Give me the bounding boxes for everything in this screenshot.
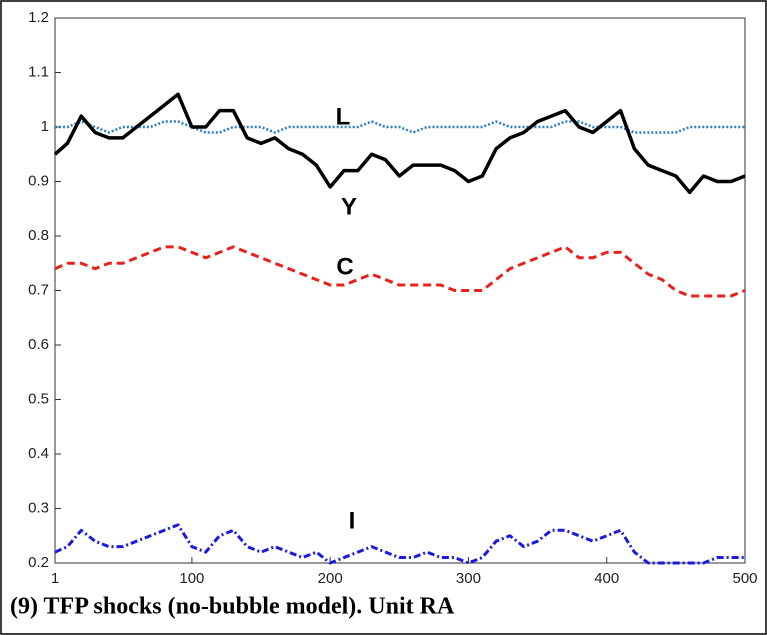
y-tick-label: 0.7 <box>28 281 49 298</box>
x-tick-label: 400 <box>594 570 619 587</box>
y-tick-label: 0.5 <box>28 390 49 407</box>
plot-frame <box>54 17 746 564</box>
series-line <box>54 523 745 565</box>
y-tick-label: 0.4 <box>28 445 49 462</box>
y-tick-label: 0.8 <box>28 227 49 244</box>
x-tick-label: 1 <box>51 570 59 587</box>
series-label: L <box>336 103 351 130</box>
series-label: I <box>349 507 356 534</box>
series-label: C <box>336 253 353 280</box>
series-line <box>55 120 745 134</box>
caption: (9) TFP shocks (no-bubble model). Unit R… <box>10 594 455 620</box>
y-tick-label: 0.9 <box>28 172 49 189</box>
y-tick-label: 0.2 <box>28 554 49 571</box>
series-line <box>53 92 746 195</box>
x-tick-label: 100 <box>179 570 204 587</box>
y-tick-label: 1.2 <box>28 9 49 26</box>
y-tick-label: 0.6 <box>28 336 49 353</box>
y-tick-label: 1.1 <box>28 63 49 80</box>
y-tick-label: 0.3 <box>28 499 49 516</box>
x-tick-label: 300 <box>456 570 481 587</box>
x-tick-label: 500 <box>732 570 757 587</box>
y-tick-label: 1 <box>41 118 49 135</box>
series-label: Y <box>341 193 357 220</box>
x-tick-label: 200 <box>318 570 343 587</box>
series-line <box>54 245 746 298</box>
